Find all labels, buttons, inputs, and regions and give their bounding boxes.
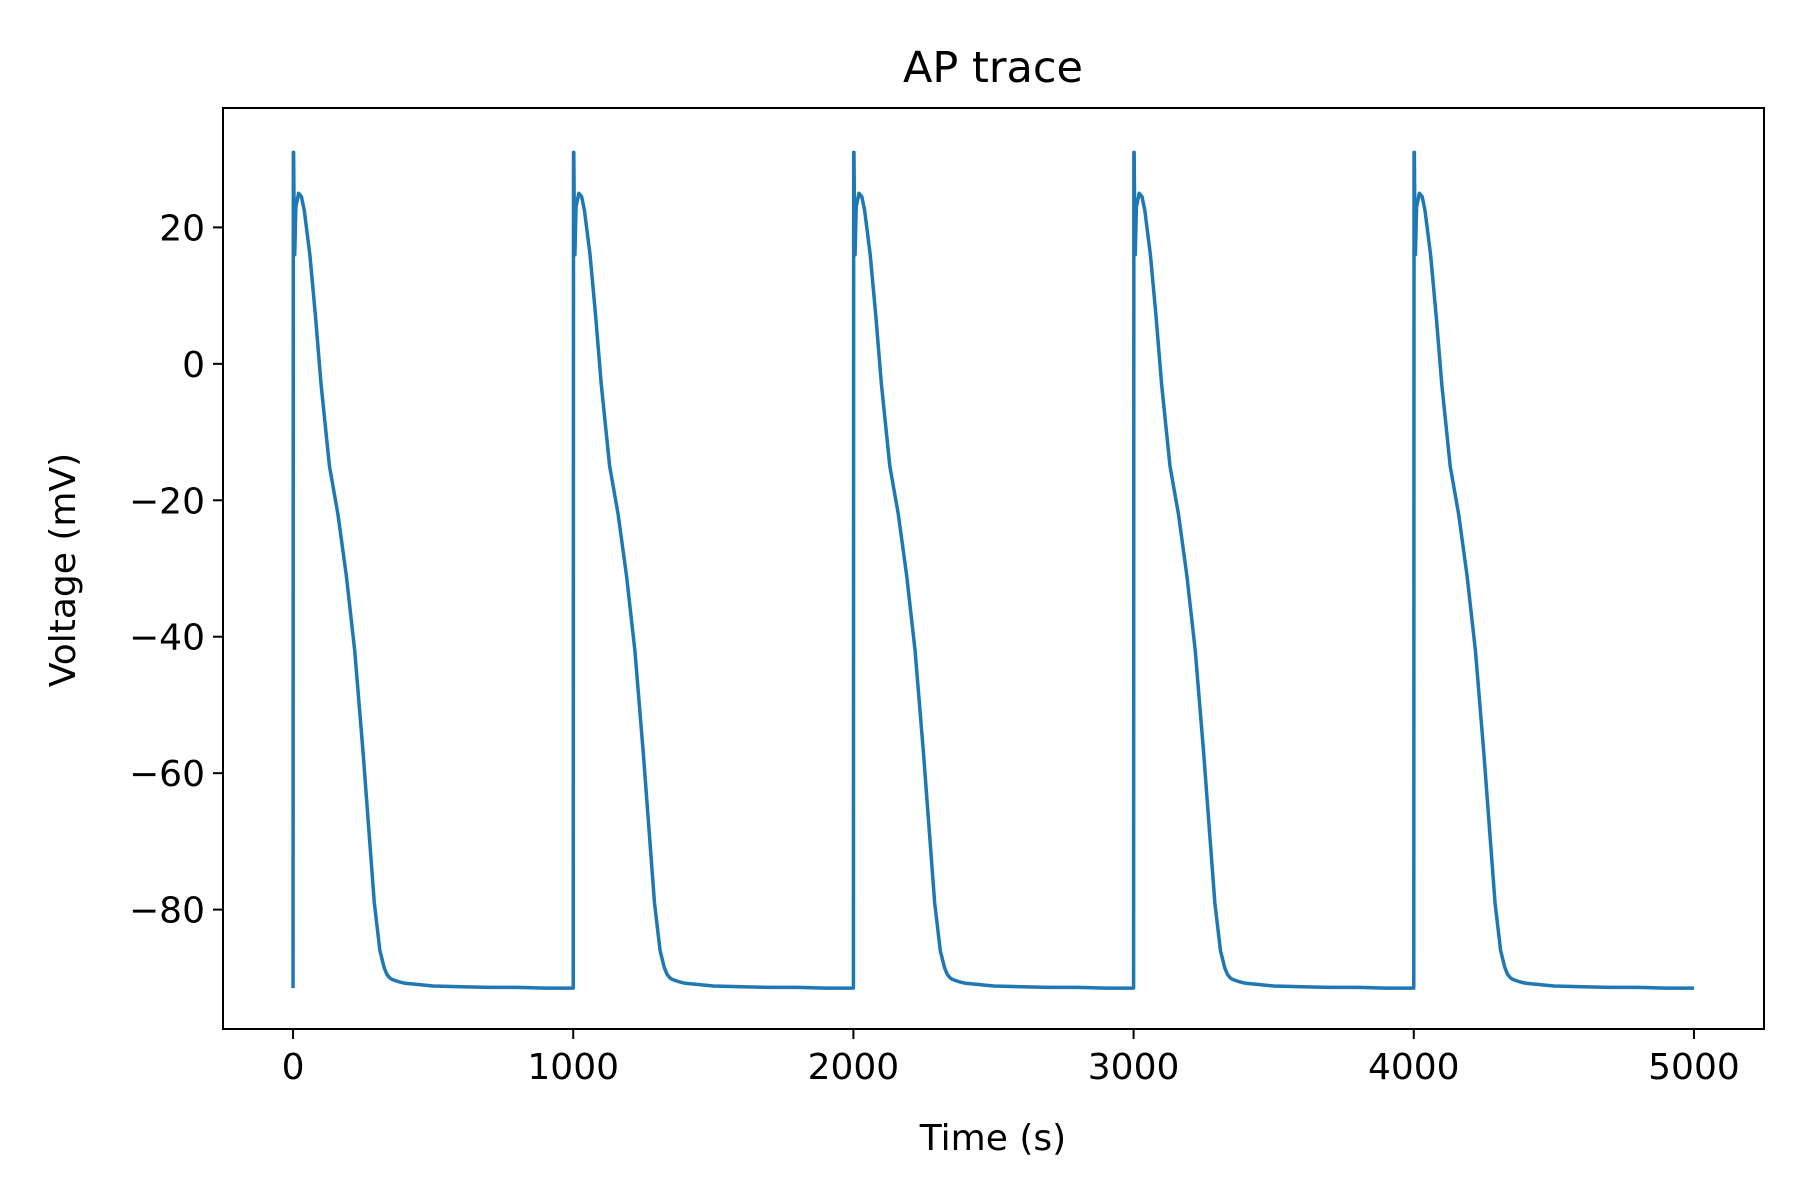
y-tick-label: −60 <box>129 754 205 795</box>
y-axis: 20 0 −20 −40 −60 −80 <box>129 208 223 932</box>
chart-title: AP trace <box>903 43 1083 93</box>
x-tick-label: 4000 <box>1368 1047 1460 1088</box>
x-tick-label: 3000 <box>1088 1047 1180 1088</box>
y-tick-label: 0 <box>182 345 205 386</box>
plot-area <box>222 107 1765 1030</box>
x-axis: 0 1000 2000 3000 4000 5000 <box>282 1029 1740 1088</box>
plot-frame <box>222 107 1765 1030</box>
y-tick-label: 20 <box>159 208 205 249</box>
y-tick-label: −80 <box>129 891 205 932</box>
y-tick-label: −40 <box>129 618 205 659</box>
series-line-ap-trace <box>291 150 1694 990</box>
x-tick-label: 0 <box>282 1047 305 1088</box>
y-axis-label: Voltage (mV) <box>43 453 84 687</box>
x-tick-label: 5000 <box>1648 1047 1740 1088</box>
x-tick-label: 2000 <box>808 1047 900 1088</box>
y-tick-label: −20 <box>129 481 205 522</box>
x-axis-label: Time (s) <box>919 1118 1066 1159</box>
x-tick-label: 1000 <box>527 1047 619 1088</box>
